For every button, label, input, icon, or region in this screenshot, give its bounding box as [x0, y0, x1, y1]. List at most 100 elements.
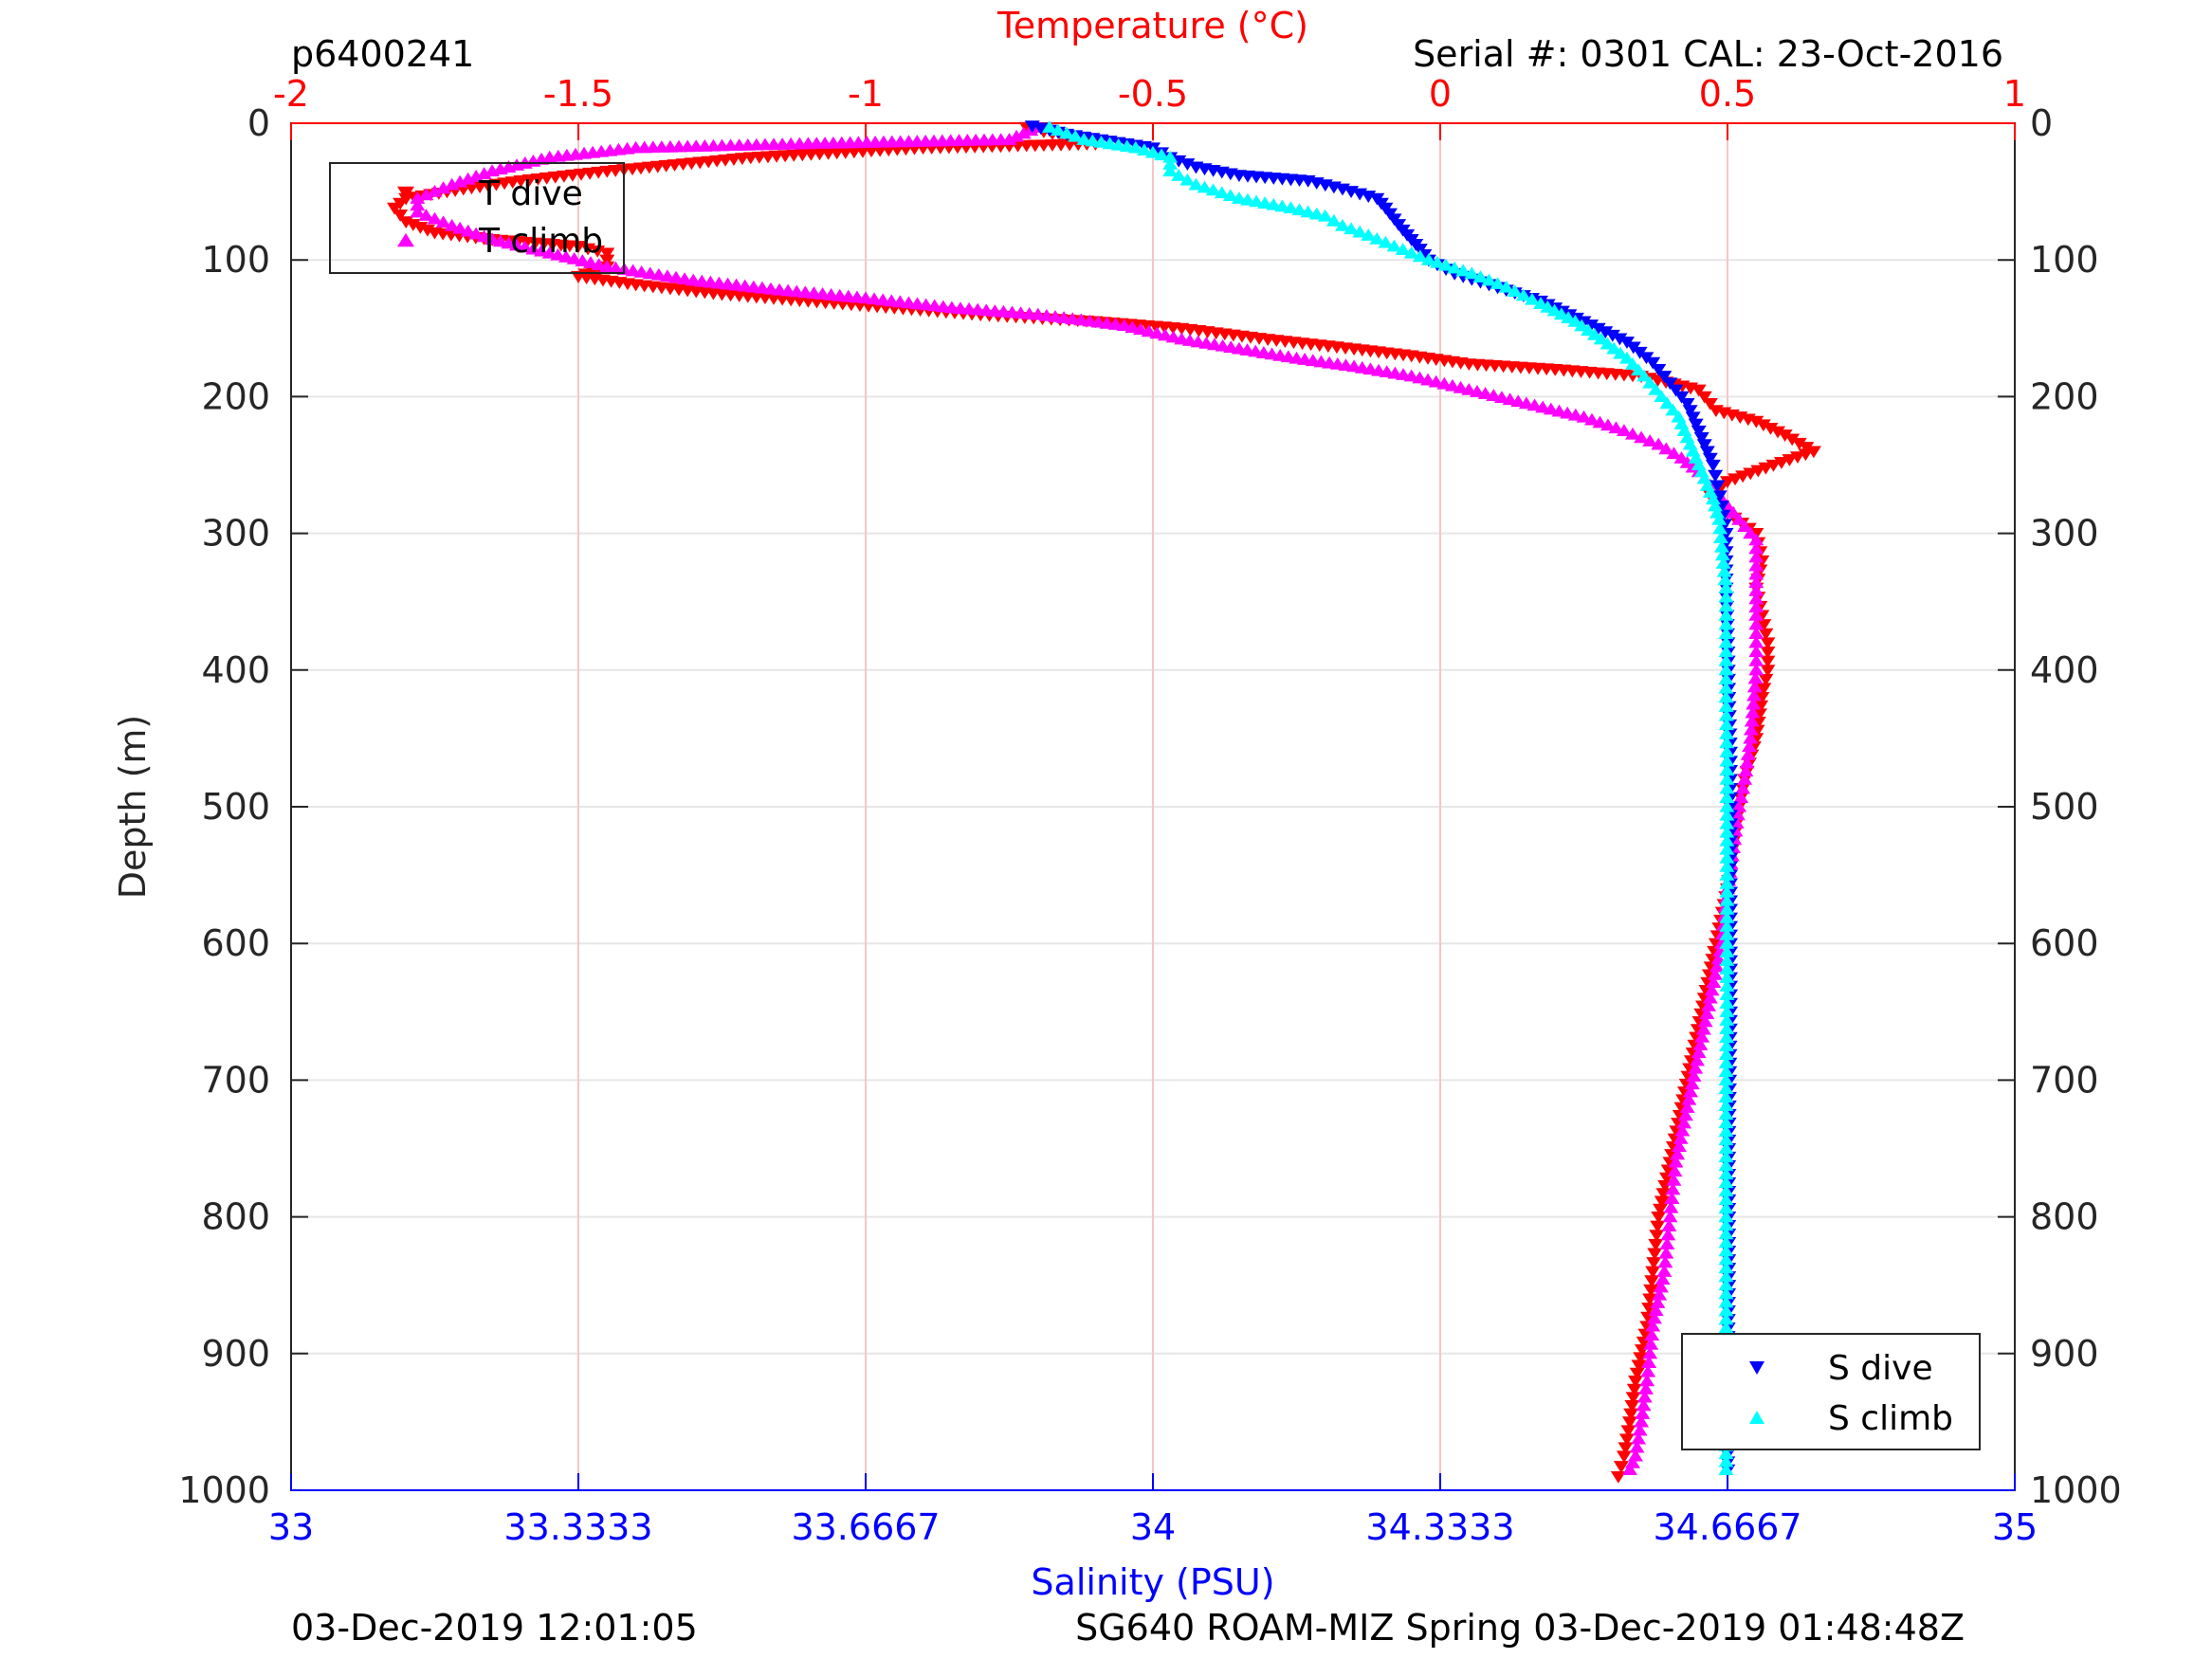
data-point — [1718, 1210, 1734, 1223]
data-point — [1646, 1311, 1662, 1324]
tick-label-depth-left: 900 — [201, 1333, 270, 1375]
data-point — [1654, 390, 1670, 402]
data-point — [1616, 1450, 1632, 1464]
data-point — [1745, 705, 1761, 719]
data-point — [1671, 1139, 1687, 1153]
data-point — [1718, 1065, 1734, 1077]
data-point — [1666, 1173, 1682, 1186]
data-point — [1784, 433, 1801, 447]
data-point — [1626, 1383, 1642, 1396]
data-point — [1718, 1286, 1734, 1300]
data-point — [1748, 645, 1764, 658]
data-point — [1719, 945, 1735, 957]
data-point — [1696, 391, 1712, 404]
tick-label-temperature: 0.5 — [1699, 73, 1756, 115]
data-point — [1646, 1257, 1662, 1269]
data-point — [1438, 258, 1454, 271]
data-point — [1068, 129, 1084, 142]
data-point — [1718, 635, 1734, 648]
data-point — [1719, 876, 1735, 889]
data-point — [1739, 756, 1755, 769]
data-point — [1702, 452, 1718, 465]
tick-label-depth-left: 200 — [201, 375, 270, 417]
data-point — [1719, 927, 1735, 940]
data-point — [1718, 645, 1734, 658]
data-point — [1718, 1184, 1734, 1197]
data-point — [1645, 1266, 1661, 1279]
data-point — [1718, 627, 1734, 639]
data-point — [1718, 1244, 1734, 1257]
tick-label-salinity: 34 — [1130, 1506, 1176, 1548]
data-point — [1747, 671, 1764, 684]
data-point — [1743, 722, 1759, 736]
data-point — [1719, 754, 1735, 767]
data-point — [1621, 1463, 1637, 1475]
data-point — [1719, 736, 1735, 749]
data-point — [1515, 288, 1531, 301]
data-point — [1756, 619, 1772, 631]
data-point — [1718, 1167, 1734, 1180]
data-point — [1197, 180, 1213, 193]
data-point — [1719, 781, 1735, 794]
data-point — [1636, 1390, 1653, 1403]
data-point — [1718, 590, 1734, 603]
data-point — [1718, 700, 1734, 712]
data-point — [1673, 391, 1690, 404]
tick-label-temperature: -0.5 — [1118, 73, 1188, 115]
data-point — [410, 205, 426, 218]
data-point — [1731, 512, 1747, 525]
data-point — [1696, 439, 1712, 452]
data-point — [1625, 1392, 1641, 1405]
data-point — [1636, 1398, 1652, 1412]
data-point — [468, 227, 484, 240]
data-point — [1748, 627, 1764, 639]
data-point — [1738, 764, 1754, 777]
data-point — [1628, 1376, 1644, 1388]
data-point — [1719, 772, 1735, 785]
data-point — [1719, 745, 1735, 757]
data-point — [1706, 975, 1722, 988]
data-point — [1145, 145, 1161, 158]
data-point — [1718, 1048, 1734, 1060]
data-point — [435, 181, 451, 194]
data-point — [1231, 191, 1247, 204]
data-point — [1059, 126, 1075, 139]
data-point — [1718, 681, 1734, 694]
data-point — [1748, 415, 1764, 428]
data-point — [1691, 384, 1707, 397]
data-point — [1748, 541, 1764, 555]
data-point — [1718, 1158, 1734, 1172]
top-axis-label: Temperature (°C) — [996, 5, 1308, 46]
data-point — [1719, 867, 1735, 881]
data-point — [1705, 459, 1721, 472]
data-point — [1629, 1367, 1645, 1380]
data-point — [1171, 169, 1187, 181]
data-point — [1642, 434, 1658, 447]
data-point — [1361, 228, 1377, 241]
data-point — [1688, 1061, 1704, 1074]
data-point — [1300, 205, 1316, 218]
data-point — [1648, 1304, 1664, 1317]
data-point — [1634, 430, 1650, 444]
data-point — [1719, 971, 1735, 983]
data-point — [1718, 1141, 1734, 1155]
data-point — [1719, 910, 1735, 923]
data-point — [1748, 533, 1764, 546]
data-point — [1685, 411, 1701, 425]
data-point — [1718, 1454, 1734, 1468]
data-point — [1666, 447, 1682, 460]
data-point — [444, 218, 460, 231]
data-point — [1691, 1046, 1707, 1059]
data-point — [1464, 266, 1480, 280]
tick-label-salinity: 34.3333 — [1365, 1506, 1514, 1548]
data-point — [1681, 1092, 1697, 1105]
tick-label-depth-left: 700 — [201, 1059, 270, 1101]
data-point — [1746, 688, 1763, 702]
data-point — [1395, 243, 1411, 255]
data-point — [1718, 1116, 1734, 1129]
data-point — [1641, 1356, 1657, 1369]
data-point — [1629, 1440, 1645, 1453]
data-point — [460, 224, 476, 237]
data-point — [1676, 1116, 1692, 1129]
